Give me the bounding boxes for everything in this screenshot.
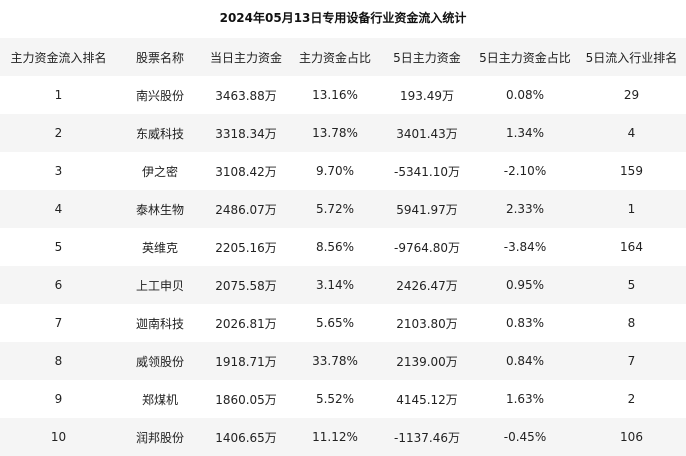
cell-stock-name: 南兴股份 — [135, 88, 184, 103]
table-header: 主力资金流入排名 股票名称 当日主力资金 主力资金占比 5日主力资金 5日主力资… — [0, 38, 686, 76]
cell-5day-main-funds-ratio: -0.45% — [503, 430, 547, 444]
cell-main-funds-ratio: 5.65% — [315, 316, 355, 330]
cell-daily-main-funds: 1406.65万 — [215, 430, 277, 445]
cell-5day-main-funds: 2103.80万 — [396, 316, 458, 331]
cell-5day-main-funds: 4145.12万 — [396, 392, 458, 407]
cell-5day-main-funds-ratio: 0.95% — [505, 278, 545, 292]
cell-daily-main-funds: 3318.34万 — [215, 126, 277, 141]
header-stock-name: 股票名称 — [135, 50, 184, 65]
table-row: 10 润邦股份 1406.65万 11.12% -1137.46万 -0.45% 106 — [0, 418, 686, 456]
table-row: 7 迦南科技 2026.81万 5.65% 2103.80万 0.83% 8 — [0, 304, 686, 342]
cell-5day-industry-rank: 2 — [627, 392, 636, 406]
cell-5day-industry-rank: 1 — [627, 202, 636, 216]
cell-main-funds-ratio: 8.56% — [315, 240, 355, 254]
cell-5day-industry-rank: 164 — [620, 240, 643, 254]
cell-rank: 8 — [54, 354, 63, 368]
cell-stock-name: 英维克 — [141, 240, 178, 255]
cell-5day-main-funds: 5941.97万 — [396, 202, 458, 217]
cell-main-funds-ratio: 5.52% — [315, 392, 355, 406]
cell-5day-main-funds-ratio: 0.08% — [505, 88, 545, 102]
table-row: 8 威领股份 1918.71万 33.78% 2139.00万 0.84% 7 — [0, 342, 686, 380]
cell-stock-name: 伊之密 — [141, 164, 178, 179]
table-row: 9 郑煤机 1860.05万 5.52% 4145.12万 1.63% 2 — [0, 380, 686, 418]
cell-stock-name: 东威科技 — [135, 126, 184, 141]
cell-daily-main-funds: 2205.16万 — [215, 240, 277, 255]
header-main-funds-ratio: 主力资金占比 — [298, 50, 371, 65]
cell-rank: 9 — [54, 392, 63, 406]
cell-rank: 3 — [54, 164, 63, 178]
cell-5day-main-funds: -1137.46万 — [394, 430, 460, 445]
cell-5day-main-funds-ratio: -3.84% — [503, 240, 547, 254]
fund-flow-table: 主力资金流入排名 股票名称 当日主力资金 主力资金占比 5日主力资金 5日主力资… — [0, 38, 686, 456]
header-rank: 主力资金流入排名 — [10, 50, 107, 65]
cell-stock-name: 威领股份 — [135, 354, 184, 369]
cell-5day-industry-rank: 29 — [623, 88, 640, 102]
cell-daily-main-funds: 1918.71万 — [215, 354, 277, 369]
cell-5day-main-funds: 2426.47万 — [396, 278, 458, 293]
cell-daily-main-funds: 2026.81万 — [215, 316, 277, 331]
cell-daily-main-funds: 2486.07万 — [215, 202, 277, 217]
cell-5day-main-funds-ratio: 0.83% — [505, 316, 545, 330]
cell-stock-name: 郑煤机 — [141, 392, 178, 407]
cell-main-funds-ratio: 5.72% — [315, 202, 355, 216]
table-row: 1 南兴股份 3463.88万 13.16% 193.49万 0.08% 29 — [0, 76, 686, 114]
cell-main-funds-ratio: 33.78% — [312, 354, 358, 368]
cell-5day-main-funds: -9764.80万 — [394, 240, 460, 255]
header-daily-main-funds: 当日主力资金 — [209, 50, 282, 65]
cell-daily-main-funds: 3108.42万 — [215, 164, 277, 179]
cell-main-funds-ratio: 11.12% — [312, 430, 358, 444]
header-5day-industry-rank: 5日流入行业排名 — [585, 50, 678, 65]
table-body: 1 南兴股份 3463.88万 13.16% 193.49万 0.08% 29 2 东威科技 33… — [0, 76, 686, 456]
cell-5day-main-funds-ratio: -2.10% — [503, 164, 547, 178]
cell-5day-main-funds-ratio: 2.33% — [505, 202, 545, 216]
header-5day-main-funds-ratio: 5日主力资金占比 — [479, 50, 571, 65]
table-row: 6 上工申贝 2075.58万 3.14% 2426.47万 0.95% 5 — [0, 266, 686, 304]
table-row: 5 英维克 2205.16万 8.56% -9764.80万 -3.84% 164 — [0, 228, 686, 266]
cell-stock-name: 润邦股份 — [135, 430, 184, 445]
cell-5day-main-funds-ratio: 0.84% — [505, 354, 545, 368]
cell-stock-name: 泰林生物 — [135, 202, 184, 217]
cell-rank: 6 — [54, 278, 63, 292]
cell-5day-main-funds: 193.49万 — [400, 88, 454, 103]
cell-rank: 1 — [54, 88, 63, 102]
cell-daily-main-funds: 1860.05万 — [215, 392, 277, 407]
cell-main-funds-ratio: 13.16% — [312, 88, 358, 102]
cell-5day-industry-rank: 159 — [620, 164, 643, 178]
table-row: 2 东威科技 3318.34万 13.78% 3401.43万 1.34% 4 — [0, 114, 686, 152]
cell-main-funds-ratio: 9.70% — [315, 164, 355, 178]
header-row: 主力资金流入排名 股票名称 当日主力资金 主力资金占比 5日主力资金 5日主力资… — [0, 38, 686, 76]
cell-rank: 4 — [54, 202, 63, 216]
cell-5day-industry-rank: 106 — [620, 430, 643, 444]
cell-5day-main-funds: -5341.10万 — [394, 164, 460, 179]
cell-rank: 2 — [54, 126, 63, 140]
cell-5day-main-funds-ratio: 1.63% — [505, 392, 545, 406]
cell-5day-industry-rank: 7 — [627, 354, 636, 368]
cell-5day-main-funds: 2139.00万 — [396, 354, 458, 369]
cell-rank: 7 — [54, 316, 63, 330]
cell-daily-main-funds: 3463.88万 — [215, 88, 277, 103]
cell-stock-name: 上工申贝 — [135, 278, 184, 293]
table-row: 3 伊之密 3108.42万 9.70% -5341.10万 -2.10% 159 — [0, 152, 686, 190]
cell-main-funds-ratio: 13.78% — [312, 126, 358, 140]
cell-main-funds-ratio: 3.14% — [315, 278, 355, 292]
cell-rank: 5 — [54, 240, 63, 254]
cell-5day-main-funds: 3401.43万 — [396, 126, 458, 141]
header-5day-main-funds: 5日主力资金 — [393, 50, 461, 65]
cell-5day-industry-rank: 8 — [627, 316, 636, 330]
page-title: 2024年05月13日专用设备行业资金流入统计 — [219, 11, 467, 25]
cell-rank: 10 — [50, 430, 67, 444]
table-row: 4 泰林生物 2486.07万 5.72% 5941.97万 2.33% 1 — [0, 190, 686, 228]
cell-5day-main-funds-ratio: 1.34% — [505, 126, 545, 140]
cell-5day-industry-rank: 5 — [627, 278, 636, 292]
cell-daily-main-funds: 2075.58万 — [215, 278, 277, 293]
cell-5day-industry-rank: 4 — [627, 126, 636, 140]
cell-stock-name: 迦南科技 — [135, 316, 184, 331]
